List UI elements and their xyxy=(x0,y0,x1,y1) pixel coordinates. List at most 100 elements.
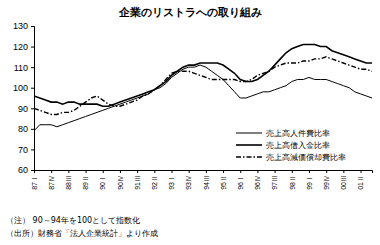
y-tick-mark xyxy=(31,88,34,89)
y-tick: 80 xyxy=(18,124,34,134)
x-tick-label: 87Ⅰ xyxy=(31,175,38,190)
y-tick-mark xyxy=(31,26,34,27)
x-tick-mark xyxy=(292,170,293,173)
x-tick: 97Ⅲ xyxy=(271,170,278,190)
x-tick: 91Ⅲ xyxy=(134,170,141,190)
y-axis: 60 70 80 90 100 110 120 130 xyxy=(13,21,35,175)
y-tick-label: 120 xyxy=(13,42,28,52)
x-tick-label: 99Ⅳ xyxy=(323,175,330,190)
x-tick: 90Ⅳ xyxy=(117,170,124,190)
y-axis-line xyxy=(31,27,35,171)
x-tick-label: 90Ⅰ xyxy=(99,175,106,190)
x-tick-label: 87Ⅳ xyxy=(48,175,55,190)
legend-item: 売上高人件費比率 xyxy=(236,129,330,138)
y-tick-label: 60 xyxy=(18,165,28,175)
y-tick: 130 xyxy=(13,21,34,31)
x-tick-mark xyxy=(86,170,87,173)
series-line xyxy=(34,45,372,107)
x-tick-label: 97Ⅲ xyxy=(271,175,278,190)
legend-label: 売上高借入金比率 xyxy=(266,141,330,150)
series-line xyxy=(34,57,372,115)
x-tick-mark xyxy=(171,170,172,173)
y-tick: 90 xyxy=(18,104,34,114)
x-tick-mark xyxy=(309,170,310,173)
y-tick: 60 xyxy=(18,165,34,175)
x-tick: 98Ⅱ xyxy=(289,170,296,190)
x-tick: 96Ⅰ xyxy=(237,170,244,190)
legend-label: 売上高人件費比率 xyxy=(266,129,330,138)
x-tick: 00Ⅲ xyxy=(340,170,347,190)
y-tick-mark xyxy=(31,108,34,109)
x-tick-mark xyxy=(275,170,276,173)
legend-swatch xyxy=(236,144,262,146)
x-tick-mark xyxy=(68,170,69,173)
x-tick: 01Ⅱ xyxy=(357,170,364,190)
y-tick-mark xyxy=(31,149,34,150)
x-tick-label: 96Ⅰ xyxy=(237,175,244,190)
x-tick: 87Ⅳ xyxy=(48,170,55,190)
x-tick: 95Ⅱ xyxy=(220,170,227,190)
x-tick: 93Ⅳ xyxy=(185,170,192,190)
x-tick: 93Ⅰ xyxy=(168,170,175,190)
x-tick: 94Ⅲ xyxy=(203,170,210,190)
x-tick-label: 96Ⅳ xyxy=(254,175,261,190)
x-tick: 87Ⅰ xyxy=(31,170,38,190)
x-tick-label: 98Ⅱ xyxy=(289,175,296,190)
x-tick-mark xyxy=(361,170,362,173)
y-tick-label: 100 xyxy=(13,83,28,93)
x-tick-label: 92Ⅱ xyxy=(151,175,158,190)
x-axis-line xyxy=(35,171,373,174)
x-tick-label: 89Ⅱ xyxy=(82,175,89,190)
x-tick: 89Ⅱ xyxy=(82,170,89,190)
y-tick-mark xyxy=(31,67,34,68)
legend-swatch xyxy=(236,156,262,157)
x-tick-mark xyxy=(189,170,190,173)
annotation: （注） 90～94年を100として指数化 xyxy=(6,216,140,225)
legend: 売上高人件費比率売上高借入金比率売上高減価償却費比率 xyxy=(232,124,370,166)
x-tick: 96Ⅳ xyxy=(254,170,261,190)
y-tick-mark xyxy=(31,47,34,48)
x-tick: 88Ⅲ xyxy=(65,170,72,190)
x-tick-label: 93Ⅳ xyxy=(185,175,192,190)
x-tick-mark xyxy=(137,170,138,173)
x-tick-label: 99Ⅰ xyxy=(306,175,313,190)
y-tick-mark xyxy=(31,129,34,130)
x-tick: 90Ⅰ xyxy=(99,170,106,190)
x-tick-mark xyxy=(103,170,104,173)
y-tick-label: 90 xyxy=(18,104,28,114)
x-tick-label: 91Ⅲ xyxy=(134,175,141,190)
x-tick-mark xyxy=(223,170,224,173)
x-tick-label: 94Ⅲ xyxy=(203,175,210,190)
x-tick: 99Ⅳ xyxy=(323,170,330,190)
x-tick-mark xyxy=(154,170,155,173)
y-tick: 70 xyxy=(18,145,34,155)
y-tick-label: 110 xyxy=(14,63,28,73)
x-tick-label: 90Ⅳ xyxy=(117,175,124,190)
legend-item: 売上高減価償却費比率 xyxy=(236,153,346,162)
x-tick-mark xyxy=(206,170,207,173)
x-tick-label: 00Ⅲ xyxy=(340,175,347,190)
x-tick-mark xyxy=(120,170,121,173)
x-tick-label: 01Ⅱ xyxy=(357,175,364,190)
x-tick-mark xyxy=(343,170,344,173)
series-line xyxy=(34,65,372,131)
y-tick: 110 xyxy=(14,63,34,73)
x-tick: 99Ⅰ xyxy=(306,170,313,190)
x-axis: 87Ⅰ 87Ⅳ 88Ⅲ 89Ⅱ 90Ⅰ 90Ⅳ 91Ⅲ 92Ⅱ 93Ⅰ 93Ⅳ 94Ⅲ 95Ⅱ 96Ⅰ 9… xyxy=(31,170,373,190)
x-tick-mark xyxy=(326,170,327,173)
x-tick-mark xyxy=(257,170,258,173)
y-tick-label: 130 xyxy=(13,21,28,31)
y-tick-mark xyxy=(31,170,34,171)
y-tick-label: 70 xyxy=(18,145,28,155)
x-tick-label: 93Ⅰ xyxy=(168,175,175,190)
x-tick: 92Ⅱ xyxy=(151,170,158,190)
title: 企業のリストラへの取り組み xyxy=(118,6,262,19)
x-tick-mark xyxy=(34,170,35,173)
x-tick-label: 88Ⅲ xyxy=(65,175,72,190)
y-tick: 120 xyxy=(13,42,34,52)
legend-label: 売上高減価償却費比率 xyxy=(266,153,346,162)
y-tick-label: 80 xyxy=(18,124,28,134)
legend-swatch xyxy=(236,133,262,134)
plot: 60 70 80 90 100 110 120 130 87Ⅰ 87Ⅳ 88Ⅲ 89Ⅱ 90Ⅰ 90Ⅳ 91… xyxy=(13,21,373,189)
chart: 企業のリストラへの取り組み6070809010011012013087Ⅰ87Ⅳ8… xyxy=(0,0,380,245)
